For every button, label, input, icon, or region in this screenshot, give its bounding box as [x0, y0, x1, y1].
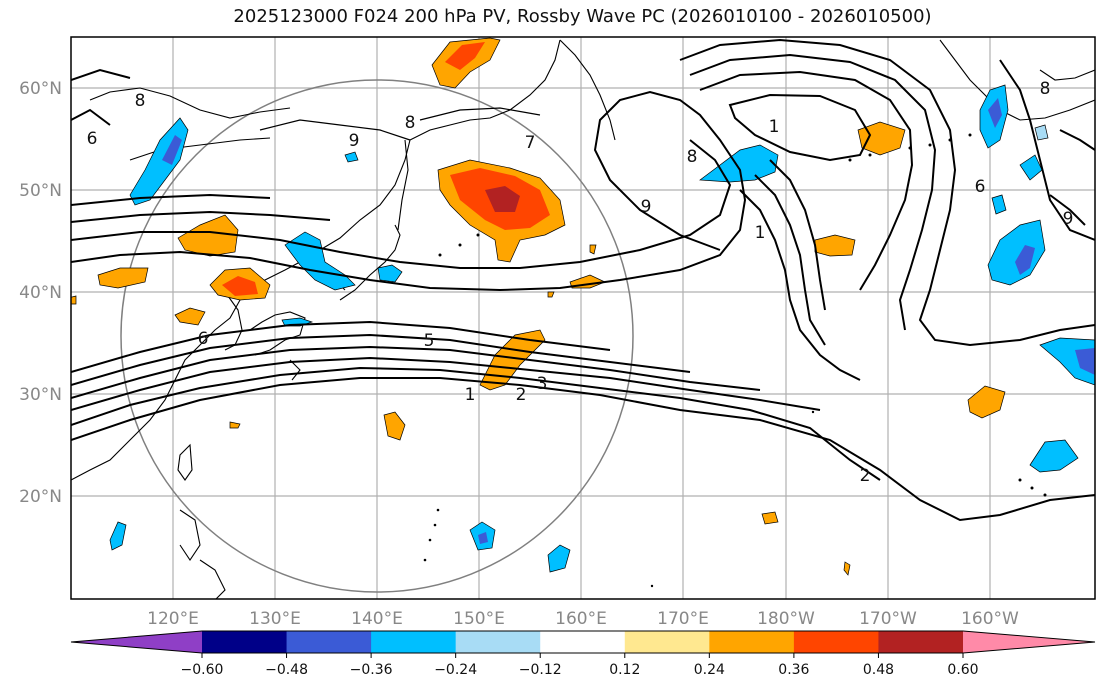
contour-label: 1 [755, 223, 766, 243]
lat-label: 30°N [19, 385, 62, 405]
contour-label: 9 [1063, 209, 1074, 229]
colorbar-segment [286, 631, 372, 653]
contour-label: 1 [465, 385, 476, 405]
colorbar-segment [371, 631, 457, 653]
colorbar: −0.60 −0.48 −0.36 −0.24 −0.12 0.12 0.24 0.36 0.4… [70, 630, 1096, 678]
latitude-labels: 60°N 50°N 40°N 30°N 20°N [19, 79, 62, 507]
contour-label: 8 [1040, 79, 1051, 99]
contour-label: 6 [198, 329, 209, 349]
lon-label: 170°E [657, 609, 709, 629]
contour-label: 3 [537, 374, 548, 394]
colorbar-segment [624, 631, 710, 653]
colorbar-tick-label: −0.60 [181, 662, 224, 678]
contour-label: 8 [135, 91, 146, 111]
contour-label: 8 [687, 147, 698, 167]
colorbar-tick-label: 0.60 [947, 662, 978, 678]
map-frame [70, 36, 1096, 600]
map-title: 2025123000 F024 200 hPa PV, Rossby Wave … [233, 6, 932, 27]
lat-label: 60°N [19, 79, 62, 99]
colorbar-segment [202, 631, 288, 653]
lat-label: 50°N [19, 181, 62, 201]
contour-label: 1 [769, 117, 780, 137]
colorbar-tick-label: 0.24 [694, 662, 725, 678]
colorbar-segment [709, 631, 795, 653]
colorbar-tick-label: 0.48 [863, 662, 894, 678]
colorbar-segment [963, 631, 1095, 653]
contour-label: 6 [87, 129, 98, 149]
colorbar-tick-label: −0.36 [350, 662, 393, 678]
thin-contours [259, 107, 541, 141]
lon-label: 140°E [351, 609, 403, 629]
graticule [71, 37, 1095, 599]
contour-label: 6 [975, 177, 986, 197]
positive-anomaly-fills [71, 37, 1006, 576]
lon-label: 180°W [757, 609, 815, 629]
lon-label: 170°W [859, 609, 917, 629]
contour-label: 5 [424, 331, 435, 351]
colorbar-segment [455, 631, 541, 653]
colorbar-tick-label: 0.36 [778, 662, 809, 678]
colorbar-segment [540, 631, 626, 653]
map-plot-area [71, 37, 1095, 599]
lon-label: 160°W [961, 609, 1019, 629]
lon-label: 120°E [147, 609, 199, 629]
contour-label: 7 [525, 133, 536, 153]
contour-label: 2 [860, 466, 871, 486]
colorbar-segment [71, 631, 202, 653]
longitude-labels: 120°E 130°E 140°E 150°E 160°E 170°E 180°… [147, 609, 1019, 629]
contour-labels: 6 8 9 8 7 1 9 8 6 6 5 1 2 3 2 1 8 9 [87, 79, 1074, 486]
lon-label: 160°E [555, 609, 607, 629]
contour-label: 9 [349, 131, 360, 151]
contour-label: 8 [405, 113, 416, 133]
lat-label: 40°N [19, 283, 62, 303]
coastlines [71, 39, 1095, 599]
contour-label: 2 [516, 385, 527, 405]
colorbar-tick-label: −0.48 [265, 662, 308, 678]
colorbar-tick-label: −0.24 [434, 662, 477, 678]
colorbar-tick-label: 0.12 [609, 662, 640, 678]
lon-label: 150°E [453, 609, 505, 629]
contour-label: 9 [641, 197, 652, 217]
colorbar-segment [793, 631, 879, 653]
lat-label: 20°N [19, 487, 62, 507]
lon-label: 130°E [249, 609, 301, 629]
colorbar-tick-label: −0.12 [519, 662, 562, 678]
pv-contours [71, 38, 1095, 522]
colorbar-segment [878, 631, 964, 653]
radius-circle [120, 79, 634, 593]
